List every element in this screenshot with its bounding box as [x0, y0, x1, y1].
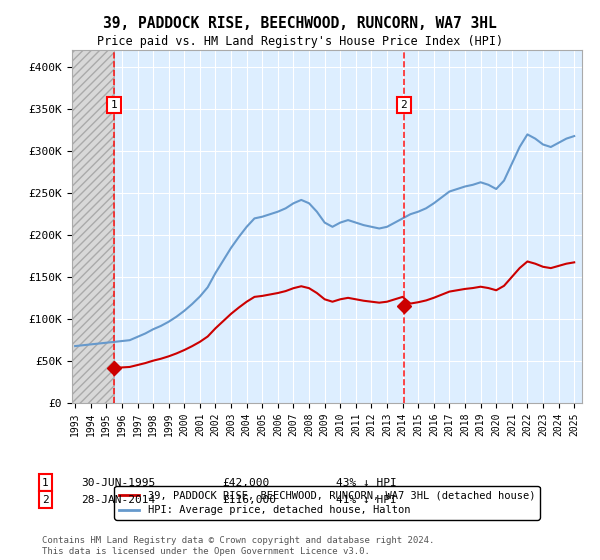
Text: £116,000: £116,000: [222, 494, 276, 505]
Text: 1: 1: [42, 478, 49, 488]
Text: Price paid vs. HM Land Registry's House Price Index (HPI): Price paid vs. HM Land Registry's House …: [97, 35, 503, 48]
Bar: [72, 50, 114, 403]
Text: 2: 2: [42, 494, 49, 505]
Text: 41% ↓ HPI: 41% ↓ HPI: [336, 494, 397, 505]
Text: £42,000: £42,000: [222, 478, 269, 488]
Text: 43% ↓ HPI: 43% ↓ HPI: [336, 478, 397, 488]
Bar: [72, 50, 114, 403]
Text: Contains HM Land Registry data © Crown copyright and database right 2024.
This d: Contains HM Land Registry data © Crown c…: [42, 536, 434, 556]
Text: 1: 1: [111, 100, 118, 110]
Text: 30-JUN-1995: 30-JUN-1995: [81, 478, 155, 488]
Text: 2: 2: [401, 100, 407, 110]
Text: 28-JAN-2014: 28-JAN-2014: [81, 494, 155, 505]
Text: 39, PADDOCK RISE, BEECHWOOD, RUNCORN, WA7 3HL: 39, PADDOCK RISE, BEECHWOOD, RUNCORN, WA…: [103, 16, 497, 31]
Legend: 39, PADDOCK RISE, BEECHWOOD, RUNCORN, WA7 3HL (detached house), HPI: Average pri: 39, PADDOCK RISE, BEECHWOOD, RUNCORN, WA…: [115, 486, 539, 520]
